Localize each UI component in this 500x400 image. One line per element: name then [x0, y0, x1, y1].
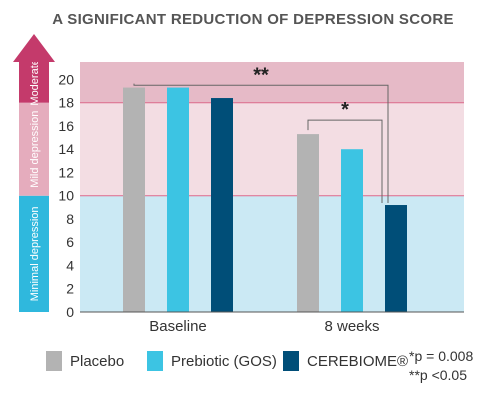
y-tick-label-5: 10	[58, 188, 74, 204]
arrow-segment-2	[19, 62, 49, 103]
sig-label-1: *	[341, 99, 349, 121]
bar-0-2	[211, 98, 233, 312]
significance-brackets: ***	[133, 64, 389, 204]
legend-label-1: Prebiotic (GOS)	[171, 353, 277, 370]
arrow-segment-1	[19, 102, 49, 196]
x-tick-label-0: Baseline	[149, 318, 207, 335]
legend: Placebo Prebiotic (GOS) CEREBIOME®	[46, 351, 408, 371]
y-tick-label-4: 8	[66, 211, 74, 227]
footnotes: *p = 0.008 **p <0.05	[409, 348, 473, 383]
legend-swatch-0	[46, 351, 62, 371]
bar-0-0	[123, 87, 145, 313]
severity-arrow: Minimal depression Mild depression Moderat…	[13, 34, 55, 312]
y-tick-label-10: 20	[58, 71, 74, 87]
y-axis: 0 2 4 6 8 10 12 14 16 18 20	[58, 71, 74, 320]
bar-0-1	[167, 87, 189, 313]
bar-1-1	[341, 149, 363, 312]
y-tick-label-1: 2	[66, 281, 74, 297]
footnote-1: **p <0.05	[409, 367, 467, 383]
bar-1-2	[385, 205, 407, 312]
x-axis: Baseline 8 weeks	[80, 311, 464, 335]
arrow-head	[13, 34, 55, 62]
bars	[123, 87, 407, 313]
y-tick-label-6: 12	[58, 164, 74, 180]
y-tick-label-7: 14	[58, 141, 74, 157]
y-tick-label-9: 18	[58, 95, 74, 111]
arrow-segment-0	[19, 195, 49, 312]
bar-1-0	[297, 134, 319, 312]
sig-label-0: **	[253, 64, 269, 86]
y-tick-label-0: 0	[66, 304, 74, 320]
x-tick-label-1: 8 weeks	[324, 318, 379, 335]
sig-bracket-1	[307, 119, 383, 204]
legend-label-2: CEREBIOME®	[307, 353, 408, 370]
band-label-2: Moderate	[29, 59, 41, 105]
sig-bracket-0	[133, 83, 389, 204]
footnote-0: *p = 0.008	[409, 348, 473, 364]
y-tick-label-3: 6	[66, 234, 74, 250]
legend-swatch-2	[283, 351, 299, 371]
y-tick-label-2: 4	[66, 257, 74, 273]
band-label-0: Minimal depression	[29, 206, 41, 301]
legend-swatch-1	[147, 351, 163, 371]
y-tick-label-8: 16	[58, 118, 74, 134]
chart-title: A SIGNIFICANT REDUCTION OF DEPRESSION SC…	[52, 11, 454, 28]
legend-label-0: Placebo	[70, 353, 124, 370]
band-label-1: Mild depression	[29, 111, 41, 188]
